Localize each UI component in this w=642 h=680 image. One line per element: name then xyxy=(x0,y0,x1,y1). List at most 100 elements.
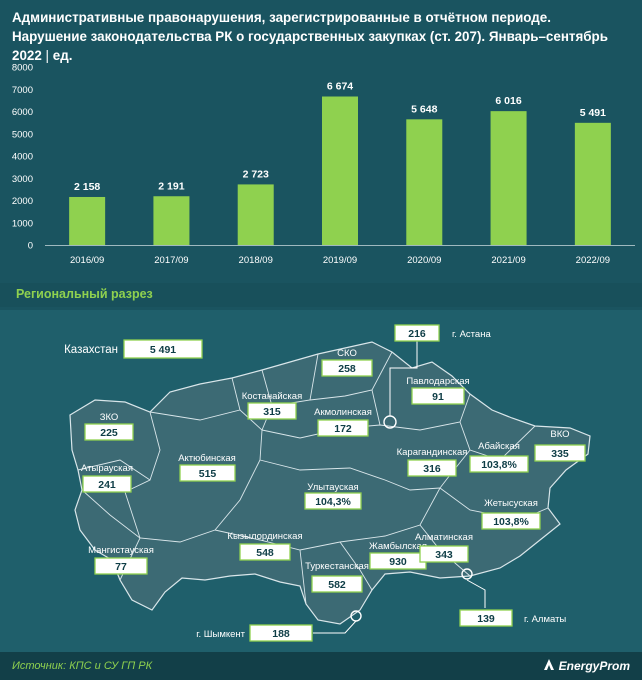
region-name-akmola: Акмолинская xyxy=(314,407,372,418)
y-tick-label: 2000 xyxy=(12,196,33,207)
bar xyxy=(237,184,274,245)
region-value-box-kostanay xyxy=(247,402,297,420)
region-value-pavlodar: 91 xyxy=(432,391,444,403)
region-name-mangistau: Мангистауская xyxy=(88,545,154,556)
region-name-sko: СКО xyxy=(337,348,357,359)
shymkent-leader xyxy=(313,620,357,634)
border-zko-atyrau xyxy=(77,459,151,481)
region-value-astana: 216 xyxy=(408,328,426,340)
footer: Источник: КПС и СУ ГП РК EnergyProm xyxy=(0,652,642,680)
unit-separator: | xyxy=(45,48,50,63)
bar-value-label: 2 191 xyxy=(158,180,184,192)
region-name-kostanay: Костанайская xyxy=(242,391,302,402)
chart-title-text: Административные правонарушения, зарегис… xyxy=(12,10,608,63)
regional-map-area: Казахстан 5 491 г. Астана 216 СКО 258 Павлодар… xyxy=(0,310,642,652)
region-value-aktobe: 515 xyxy=(199,468,217,480)
x-tick-label: 2022/09 xyxy=(576,255,610,266)
total-label: Казахстан xyxy=(64,344,118,356)
bar xyxy=(406,119,443,245)
x-tick-label: 2017/09 xyxy=(154,255,188,266)
region-value-box-atyrau xyxy=(82,475,132,493)
region-value-shymkent: 188 xyxy=(272,628,290,640)
region-name-zhambyl: Жамбылская xyxy=(369,541,427,552)
x-tick-label: 2016/09 xyxy=(70,255,104,266)
region-value-abay: 103,8% xyxy=(481,459,517,471)
x-tick-label: 2020/09 xyxy=(407,255,441,266)
y-tick-label: 0 xyxy=(28,241,33,252)
region-value-zko: 225 xyxy=(100,427,118,439)
x-axis: 2016/09 2017/09 2018/09 2019/09 2020/09 2021/… xyxy=(45,245,635,266)
region-name-turkestan: Туркестанская xyxy=(305,561,369,572)
y-tick-label: 6000 xyxy=(12,107,33,118)
bar-value-label: 5 648 xyxy=(411,103,437,115)
region-value-box-almaty_obl xyxy=(419,545,469,563)
region-name-almaty_obl: Алматинская xyxy=(415,532,473,543)
y-tick-label: 4000 xyxy=(12,152,33,163)
section-title: Региональный разрез xyxy=(16,287,153,301)
region-value-box-abay xyxy=(469,455,529,473)
almaty-leader xyxy=(466,579,486,608)
x-tick-label: 2021/09 xyxy=(491,255,525,266)
bar-value-label: 2 723 xyxy=(243,168,269,180)
region-value-zhambyl: 930 xyxy=(389,556,407,568)
region-value-sko: 258 xyxy=(338,363,356,375)
border-ulytau xyxy=(259,459,441,491)
region-value-box-mangistau xyxy=(94,557,148,575)
region-value-box-kyzylorda xyxy=(239,543,291,561)
region-name-ulytau: Улытауская xyxy=(307,482,358,493)
region-name-zko: ЗКО xyxy=(100,412,119,423)
region-name-shymkent: г. Шымкент xyxy=(196,629,245,640)
border-aktobe xyxy=(124,409,263,543)
region-value-box-shymkent xyxy=(249,624,313,642)
bar-value-label: 2 158 xyxy=(74,181,100,193)
y-tick-label: 5000 xyxy=(12,129,33,140)
region-value-box-turkestan xyxy=(311,575,363,593)
brand-name: EnergyProm xyxy=(558,659,630,673)
bar xyxy=(322,96,358,245)
bar xyxy=(574,122,611,245)
bar-value-label: 6 016 xyxy=(495,95,521,107)
region-value-zhetysu: 103,8% xyxy=(493,516,529,528)
region-value-almaty: 139 xyxy=(477,613,495,625)
bar-value-label: 6 674 xyxy=(327,81,353,93)
region-name-almaty: г. Алматы xyxy=(524,614,566,625)
total-value: 5 491 xyxy=(150,344,176,356)
region-value-box-sko xyxy=(321,359,373,377)
region-value-vko: 335 xyxy=(551,448,569,460)
unit-label: ед. xyxy=(52,48,73,63)
bar-series: 2 158 2 191 2 723 6 674 5 648 6 016 5 491 xyxy=(69,81,611,245)
region-value-box-almaty xyxy=(459,609,513,627)
x-tick-label: 2019/09 xyxy=(323,255,357,266)
region-value-akmola: 172 xyxy=(334,423,352,435)
source-note: Источник: КПС и СУ ГП РК xyxy=(12,660,153,672)
region-name-pavlodar: Павлодарская xyxy=(406,376,469,387)
region-value-box-zko xyxy=(84,423,134,441)
region-value-turkestan: 582 xyxy=(328,579,346,591)
kazakhstan-map: Казахстан 5 491 г. Астана 216 СКО 258 Павлодар… xyxy=(64,324,591,642)
region-value-kostanay: 315 xyxy=(263,406,281,418)
region-name-abay: Абайская xyxy=(478,441,520,452)
region-value-box-astana xyxy=(394,324,440,342)
chart-title: Административные правонарушения, зарегис… xyxy=(12,8,612,65)
x-tick-label: 2018/09 xyxy=(239,255,273,266)
energyprom-logo-icon xyxy=(543,659,554,670)
bar xyxy=(153,196,190,245)
region-name-zhetysu: Жетысуская xyxy=(484,498,538,509)
y-tick-label: 7000 xyxy=(12,85,33,96)
region-value-almaty_obl: 343 xyxy=(435,549,453,561)
region-name-karaganda: Карагандинская xyxy=(397,447,468,458)
region-value-atyrau: 241 xyxy=(98,479,116,491)
region-name-astana: г. Астана xyxy=(452,329,491,340)
total-value-box xyxy=(123,339,203,359)
region-value-box-vko xyxy=(534,444,586,462)
y-tick-label: 8000 xyxy=(12,63,33,74)
region-value-mangistau: 77 xyxy=(115,561,127,573)
astana-leader xyxy=(389,339,418,416)
region-labels: Казахстан 5 491 г. Астана 216 СКО 258 Павлодар… xyxy=(64,324,586,642)
region-value-box-pavlodar xyxy=(411,387,465,405)
region-value-karaganda: 316 xyxy=(423,463,441,475)
bar xyxy=(490,111,527,245)
y-tick-label: 1000 xyxy=(12,218,33,229)
region-value-box-akmola xyxy=(317,419,369,437)
